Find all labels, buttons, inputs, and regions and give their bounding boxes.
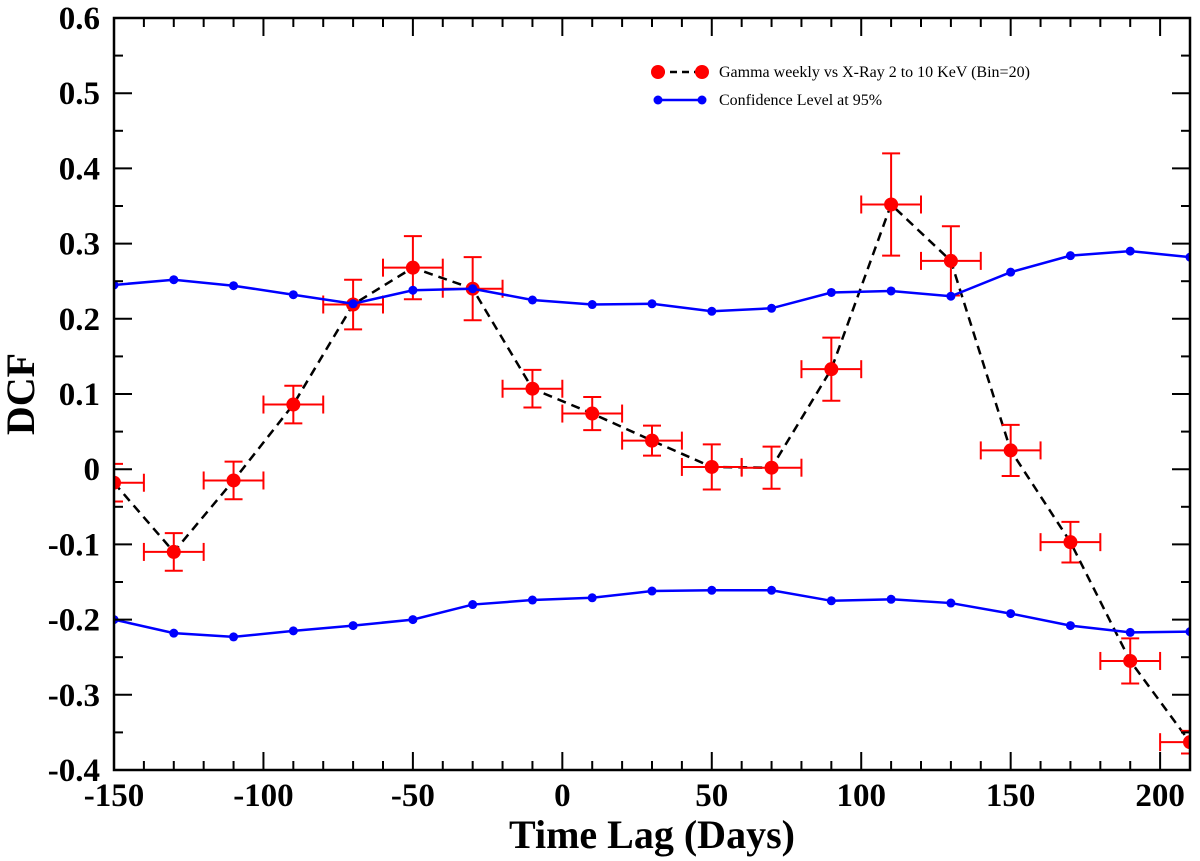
confidence-point (767, 303, 777, 313)
x-tick-label: 100 (836, 778, 886, 814)
confidence-point (527, 595, 537, 605)
legend-marker-confidence (653, 95, 663, 105)
data-point (764, 460, 779, 475)
x-axis-title: Time Lag (Days) (509, 812, 795, 857)
data-point (1063, 535, 1078, 550)
confidence-point (587, 593, 597, 603)
data-point (286, 397, 301, 412)
confidence-point (707, 306, 717, 316)
data-point (1123, 653, 1138, 668)
confidence-point (169, 628, 179, 638)
confidence-point (229, 632, 239, 642)
confidence-point (229, 281, 239, 291)
confidence-point (288, 290, 298, 300)
data-point (114, 475, 121, 490)
confidence-point (1006, 609, 1016, 619)
data-point (704, 459, 719, 474)
confidence-point (647, 586, 657, 596)
confidence-point (1006, 267, 1016, 277)
data-point (226, 473, 241, 488)
x-tick-label: -50 (391, 778, 435, 814)
confidence-point (946, 291, 956, 301)
confidence-point (826, 596, 836, 606)
data-point (943, 253, 958, 268)
x-tick-label: 50 (695, 778, 728, 814)
y-tick-label: 0.2 (59, 302, 100, 338)
confidence-point (468, 600, 478, 610)
confidence-point (408, 285, 418, 295)
confidence-point (348, 621, 358, 631)
data-point (1183, 735, 1190, 750)
confidence-point (1125, 246, 1135, 256)
y-tick-label: 0.5 (59, 76, 100, 112)
tick-labels: -150 -100 -50 0 50 100 150 200 -0.4 -0.3 -0.2 -0.1 0… (48, 1, 1185, 814)
data-point (585, 406, 600, 421)
y-axis-title: DCF (0, 353, 43, 435)
legend-label-gamma: Gamma weekly vs X-Ray 2 to 10 KeV (Bin=2… (719, 64, 1030, 81)
x-tick-label: 200 (1135, 778, 1185, 814)
confidence-point (886, 286, 896, 296)
data-point (166, 544, 181, 559)
confidence-point (1065, 251, 1075, 261)
x-tick-label: -150 (84, 778, 145, 814)
confidence-point (886, 594, 896, 604)
confidence-point (527, 295, 537, 305)
confidence-point (348, 299, 358, 309)
confidence-point (1065, 621, 1075, 631)
data-point (525, 381, 540, 396)
legend-marker-gamma (695, 65, 709, 79)
plot-clipped (114, 152, 1190, 755)
x-tick-label: 0 (554, 778, 571, 814)
y-tick-label: 0.6 (59, 1, 100, 37)
confidence-point (1125, 627, 1135, 637)
data-point (405, 260, 420, 275)
confidence-point (288, 626, 298, 636)
data-point (824, 362, 839, 377)
confidence-point (468, 284, 478, 294)
confidence-point (587, 300, 597, 310)
confidence-point (707, 585, 717, 595)
y-tick-label: 0.4 (59, 151, 100, 187)
data-point (884, 197, 899, 212)
y-tick-label: -0.1 (48, 527, 100, 563)
axis-ticks (113, 17, 1191, 771)
x-tick-label: 150 (986, 778, 1036, 814)
confidence-point (169, 275, 179, 285)
y-tick-label: -0.3 (48, 678, 100, 714)
y-tick-label: 0.3 (59, 227, 100, 263)
data-point (645, 433, 659, 448)
y-tick-label: 0 (84, 452, 101, 488)
y-tick-label: 0.1 (59, 377, 100, 413)
x-tick-label: -100 (233, 778, 294, 814)
legend: Gamma weekly vs X-Ray 2 to 10 KeV (Bin=2… (651, 64, 1030, 109)
legend-marker-confidence (697, 95, 707, 105)
y-tick-label: -0.2 (48, 603, 100, 639)
legend-label-confidence: Confidence Level at 95% (719, 92, 882, 109)
confidence-point (647, 299, 657, 309)
confidence-point (946, 598, 956, 608)
y-tick-label: -0.4 (48, 753, 100, 789)
confidence-point (826, 287, 836, 297)
plot-area (114, 152, 1190, 755)
confidence-point (767, 585, 777, 595)
legend-marker-gamma (651, 65, 665, 79)
data-point (1003, 443, 1018, 458)
confidence-point (408, 615, 418, 625)
